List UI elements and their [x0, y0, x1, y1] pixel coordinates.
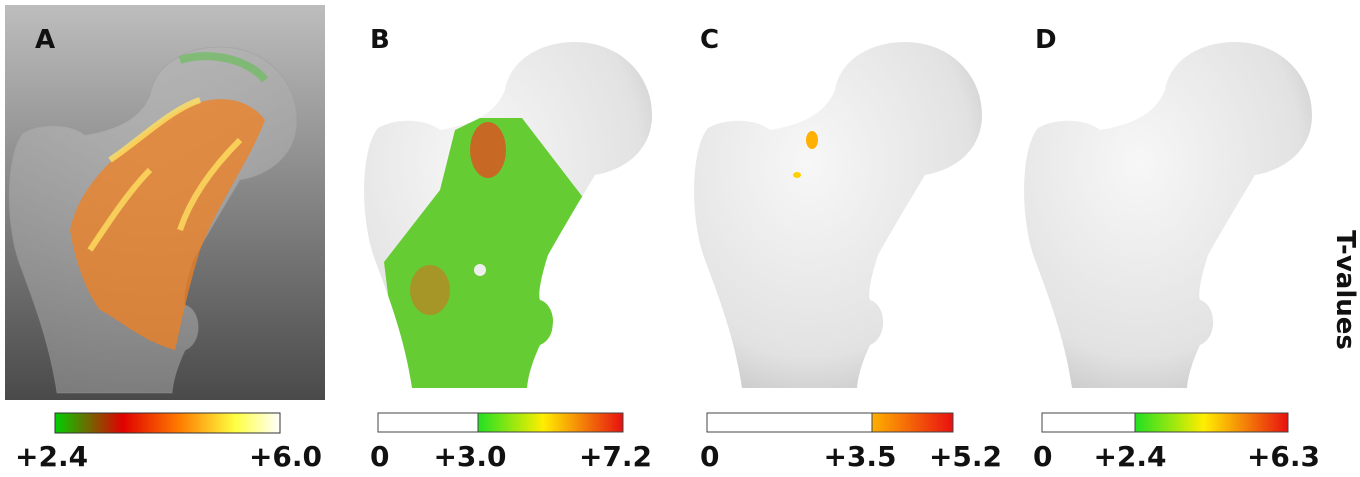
panel-a: A +2.4 +6.0	[5, 5, 325, 473]
colorbar	[872, 413, 953, 432]
panel-b: B 0 +3.0 +7.2	[364, 25, 652, 473]
panel-label: C	[700, 25, 719, 55]
colorbar	[1135, 413, 1288, 432]
panel-label: A	[35, 25, 55, 55]
panel-label: B	[370, 25, 390, 55]
axis-title: T-values	[1330, 230, 1360, 350]
colorbar-label: +6.3	[1247, 440, 1320, 473]
colorbar-label: 0	[700, 440, 719, 473]
colorbar	[1042, 413, 1135, 432]
colorbar	[378, 413, 478, 432]
femur	[1024, 42, 1312, 388]
colorbar-label: 0	[1033, 440, 1052, 473]
colorbar	[478, 413, 623, 432]
panel-c: C 0 +3.5 +5.2	[694, 25, 1002, 473]
colorbar-label: +2.4	[15, 440, 88, 473]
colorbar-label: +2.4	[1093, 440, 1166, 473]
colorbar	[55, 413, 280, 433]
activation	[793, 172, 801, 178]
colorbar-label: +7.2	[579, 440, 652, 473]
colorbar-label: +3.0	[433, 440, 506, 473]
colorbar-label: +5.2	[929, 440, 1002, 473]
panel-label: D	[1035, 25, 1057, 55]
figure: A +2.4 +6.0 B 0 +3.0 +7.2 C 0 +3.5 +5.2	[0, 0, 1360, 477]
colorbar-label: +6.0	[249, 440, 322, 473]
colorbar-label: +3.5	[823, 440, 896, 473]
colorbar	[707, 413, 872, 432]
femur	[694, 42, 982, 388]
activation	[806, 131, 818, 149]
panel-d: D 0 +2.4 +6.3	[1024, 25, 1320, 473]
colorbar-label: 0	[370, 440, 389, 473]
